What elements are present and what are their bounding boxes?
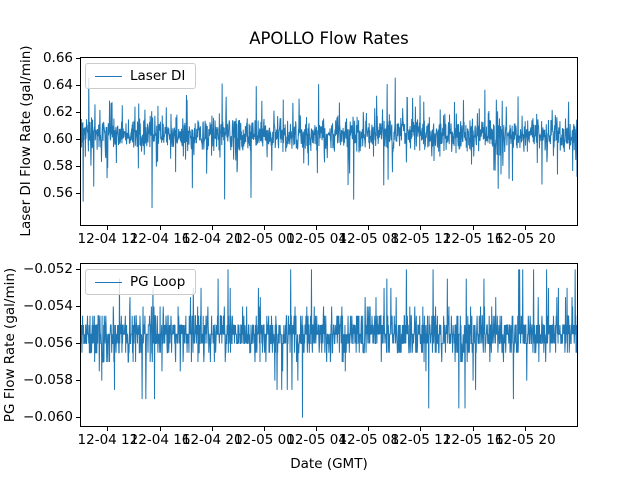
x-tick-label: 12-05 00 [234, 432, 295, 448]
x-tick-label: 12-04 12 [77, 231, 139, 247]
x-tick-mark [368, 226, 370, 230]
x-tick-label: 12-05 12 [390, 231, 452, 247]
y-tick-label: 0.62 [42, 103, 73, 120]
x-tick-mark [472, 226, 474, 230]
x-tick-label: 12-05 04 [286, 231, 347, 247]
x-tick-mark [263, 226, 265, 230]
axes-pg-loop: PG Loop −0.052 −0.054 −0.056 −0.058 −0.060 12… [23, 261, 578, 448]
x-tick-label: 12-04 20 [181, 432, 243, 448]
y-tick-mark [76, 268, 80, 270]
y-tick-label: −0.056 [23, 335, 73, 352]
legend-label: PG Loop [130, 274, 186, 290]
x-tick-mark [316, 427, 318, 431]
x-tick-label: 12-05 08 [338, 231, 400, 247]
x-tick-mark [211, 427, 213, 431]
y-tick-mark [76, 305, 80, 307]
x-tick-label: 12-04 16 [129, 432, 191, 448]
pg-loop-plot-canvas [81, 269, 577, 418]
pg-loop-series-line [81, 269, 577, 418]
y-tick-mark [76, 138, 80, 140]
y-tick-mark [76, 57, 80, 59]
y-tick-mark [76, 166, 80, 168]
x-tick-mark [368, 427, 370, 431]
ylabel-pg-loop: PG Flow Rate (gal/min) [2, 267, 18, 423]
x-tick-label: 12-05 08 [338, 432, 400, 448]
x-tick-mark [524, 226, 526, 230]
x-tick-label: 12-05 12 [390, 432, 452, 448]
y-tick-label: 0.56 [42, 185, 73, 202]
x-tick-mark [159, 427, 161, 431]
xlabel: Date (GMT) [290, 456, 368, 472]
y-tick-mark [76, 84, 80, 86]
legend-label: Laser DI [130, 68, 186, 84]
x-tick-mark [420, 427, 422, 431]
y-tick-label: −0.054 [23, 297, 73, 314]
y-tick-mark [76, 343, 80, 345]
y-tick-label: −0.058 [23, 372, 73, 389]
legend-pg-loop: PG Loop [85, 269, 197, 295]
x-tick-label: 12-05 16 [442, 432, 504, 448]
axes-laser-di: Laser DI 0.66 0.64 0.62 0.60 0.58 0.56 12-04 1… [43, 50, 578, 247]
x-tick-mark [524, 427, 526, 431]
x-tick-label: 12-05 00 [234, 231, 295, 247]
ylabel-laser-di: Laser DI Flow Rate (gal/min) [18, 45, 34, 237]
x-tick-mark [107, 226, 109, 230]
y-tick-label: 0.58 [42, 158, 73, 175]
x-tick-label: 12-04 16 [129, 231, 191, 247]
legend-line-sample [95, 75, 122, 77]
x-tick-mark [211, 226, 213, 230]
x-tick-label: 12-05 20 [494, 231, 556, 247]
x-tick-label: 12-05 20 [494, 432, 556, 448]
y-tick-label: 0.64 [42, 76, 73, 93]
y-tick-mark [76, 193, 80, 195]
x-tick-mark [472, 427, 474, 431]
y-tick-label: 0.66 [42, 49, 73, 66]
chart-title: APOLLO Flow Rates [249, 29, 409, 48]
y-tick-label: 0.60 [42, 130, 73, 147]
laser-di-series-line [81, 77, 577, 209]
y-tick-mark [76, 417, 80, 419]
x-tick-label: 12-05 04 [286, 432, 347, 448]
x-tick-mark [420, 226, 422, 230]
y-tick-mark [76, 111, 80, 113]
x-tick-mark [107, 427, 109, 431]
x-tick-label: 12-04 12 [77, 432, 139, 448]
y-tick-label: −0.052 [23, 260, 73, 277]
x-tick-label: 12-05 16 [442, 231, 504, 247]
x-tick-mark [159, 226, 161, 230]
y-tick-label: −0.060 [23, 409, 73, 426]
x-tick-mark [263, 427, 265, 431]
y-tick-mark [76, 380, 80, 382]
laser-di-plot-canvas [81, 77, 577, 209]
legend-laser-di: Laser DI [85, 63, 197, 89]
x-tick-mark [316, 226, 318, 230]
legend-line-sample [95, 281, 122, 283]
x-tick-label: 12-04 20 [181, 231, 243, 247]
